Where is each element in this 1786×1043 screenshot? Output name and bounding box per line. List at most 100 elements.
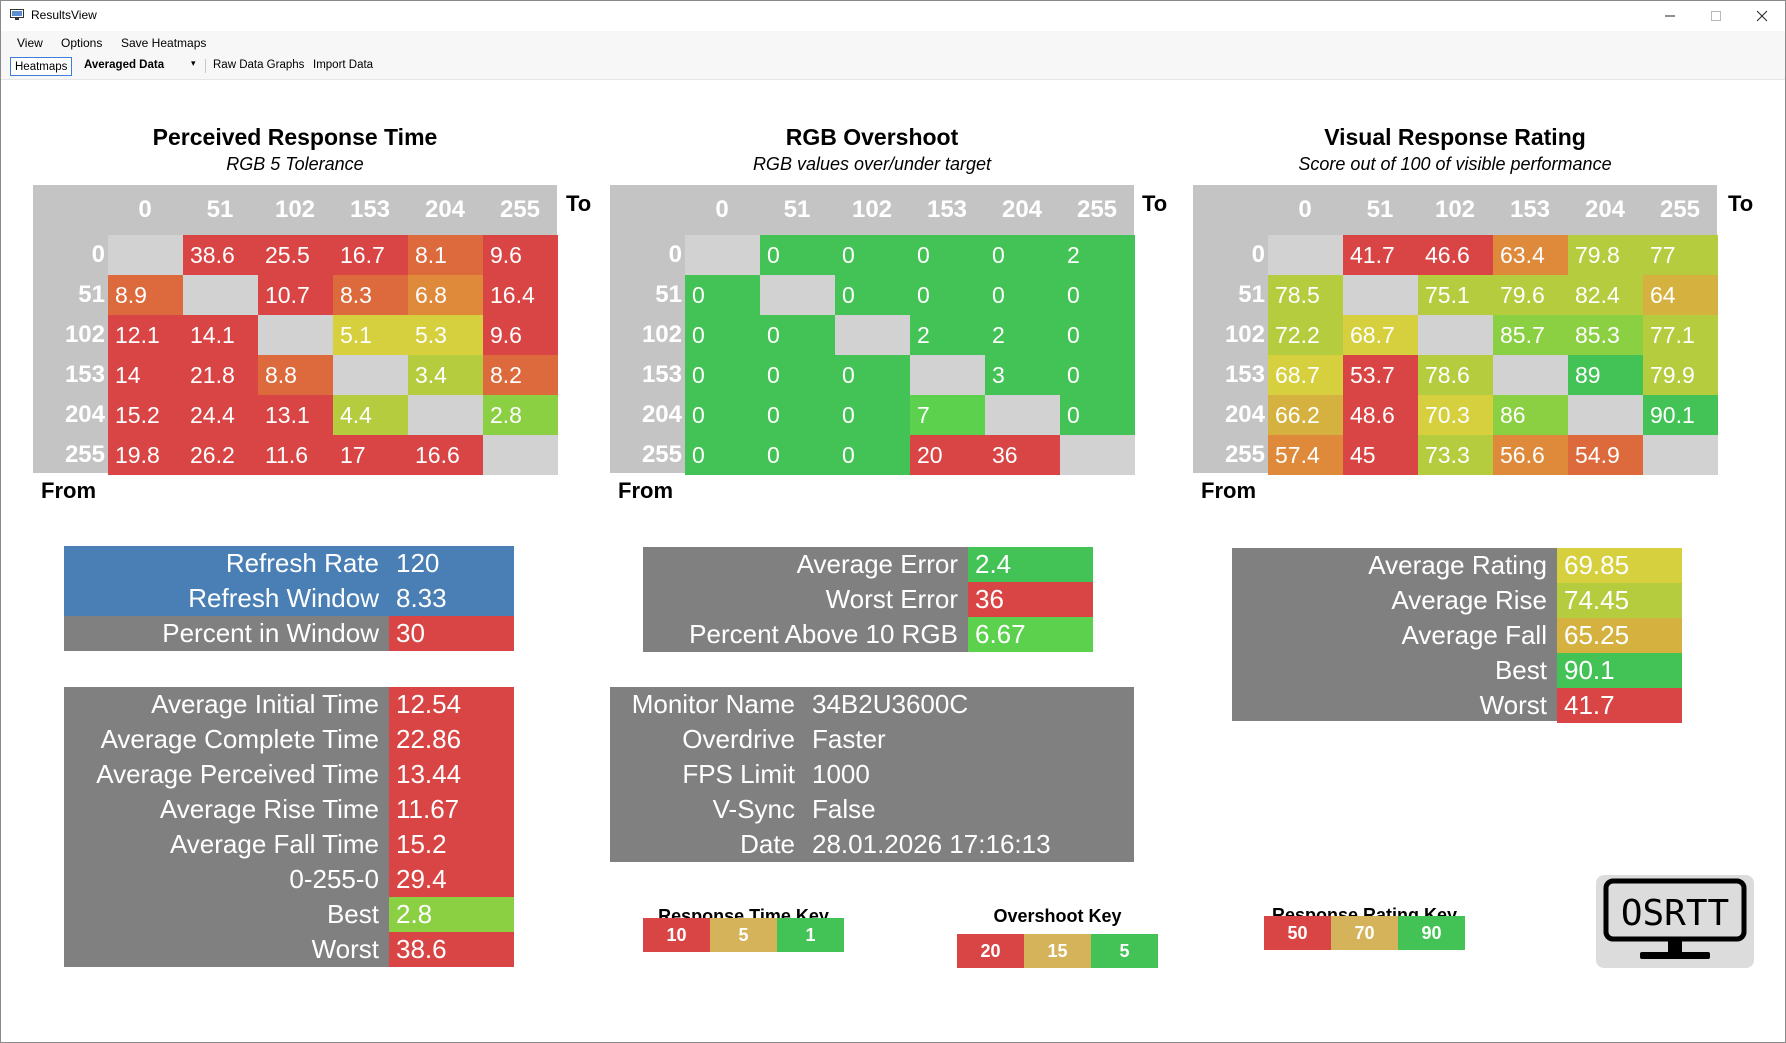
heatmap-cell bbox=[483, 435, 558, 475]
heatmap-subtitle: RGB 5 Tolerance bbox=[226, 154, 364, 174]
stat-row: Percent in Window 30 bbox=[64, 616, 514, 651]
heatmap-cell bbox=[835, 315, 910, 355]
stat-row: Monitor Name 34B2U3600C bbox=[610, 687, 1134, 722]
stat-value: 6.67 bbox=[968, 617, 1093, 652]
heatmap-cell: 78.6 bbox=[1418, 355, 1493, 395]
stat-value: 13.44 bbox=[389, 757, 514, 792]
stat-row: Average Rise 74.45 bbox=[1232, 583, 1682, 618]
heatmap-cell: 45 bbox=[1343, 435, 1418, 475]
row-header: 204 bbox=[641, 401, 682, 428]
heatmap-cell: 3.4 bbox=[408, 355, 483, 395]
heatmap-cell: 6.8 bbox=[408, 275, 483, 315]
heatmap-cell: 8.2 bbox=[483, 355, 558, 395]
close-button[interactable] bbox=[1739, 1, 1785, 31]
heatmap-cell: 0 bbox=[835, 355, 910, 395]
from-axis-label: From bbox=[618, 478, 673, 503]
stat-value: 120 bbox=[389, 546, 514, 581]
row-header: 153 bbox=[1224, 361, 1265, 388]
stat-value: 41.7 bbox=[1557, 688, 1682, 723]
data-mode-dropdown[interactable]: Averaged Data bbox=[84, 59, 165, 71]
heatmap-cell: 41.7 bbox=[1343, 235, 1418, 275]
raw-data-graphs-button[interactable]: Raw Data Graphs bbox=[213, 59, 305, 71]
key-swatch: 5 bbox=[710, 918, 777, 952]
heatmap-cell: 25.5 bbox=[258, 235, 333, 275]
stat-label: FPS Limit bbox=[682, 759, 795, 789]
row-header: 0 bbox=[1251, 241, 1265, 268]
heatmap-cell: 16.7 bbox=[333, 235, 408, 275]
heatmap-cell: 85.3 bbox=[1568, 315, 1643, 355]
heatmap-cell: 0 bbox=[985, 235, 1060, 275]
stat-label: Monitor Name bbox=[631, 689, 795, 719]
heatmap-cell: 10.7 bbox=[258, 275, 333, 315]
heatmap-cell bbox=[760, 275, 835, 315]
menu-view[interactable]: View bbox=[17, 36, 43, 50]
heatmap-cell: 82.4 bbox=[1568, 275, 1643, 315]
minimize-button[interactable] bbox=[1647, 1, 1693, 31]
stat-row: FPS Limit 1000 bbox=[610, 757, 1134, 792]
heatmap-cell: 77 bbox=[1643, 235, 1718, 275]
column-header: 51 bbox=[783, 196, 811, 223]
stat-row: Refresh Rate 120 bbox=[64, 546, 514, 581]
stat-value: 2.8 bbox=[389, 897, 514, 932]
stat-value: 15.2 bbox=[389, 827, 514, 862]
stat-row: 0-255-0 29.4 bbox=[64, 862, 514, 897]
heatmap-cell: 4.4 bbox=[333, 395, 408, 435]
heatmap-cell: 13.1 bbox=[258, 395, 333, 435]
heatmap-cell: 11.6 bbox=[258, 435, 333, 475]
column-header: 102 bbox=[851, 196, 893, 223]
heatmap-cell bbox=[1343, 275, 1418, 315]
stat-label: Average Perceived Time bbox=[96, 759, 379, 789]
heatmap-cell bbox=[1568, 395, 1643, 435]
stat-label: 0-255-0 bbox=[289, 864, 379, 894]
dropdown-arrow-icon[interactable]: ▾ bbox=[191, 58, 196, 68]
stat-label: Worst bbox=[1479, 690, 1547, 720]
column-header: 255 bbox=[1659, 196, 1701, 223]
heatmap-cell bbox=[333, 355, 408, 395]
row-header: 153 bbox=[641, 361, 682, 388]
stat-row: Average Initial Time 12.54 bbox=[64, 687, 514, 722]
heatmap-cell: 90.1 bbox=[1643, 395, 1718, 435]
heatmap-cell: 9.6 bbox=[483, 235, 558, 275]
stat-row: Average Perceived Time 13.44 bbox=[64, 757, 514, 792]
column-header: 204 bbox=[1584, 196, 1626, 223]
heatmap-cell bbox=[183, 275, 258, 315]
heatmap-cell bbox=[1060, 435, 1135, 475]
stat-label: Average Error bbox=[796, 549, 958, 579]
key-swatch: 70 bbox=[1331, 916, 1398, 950]
row-header: 51 bbox=[78, 281, 105, 308]
stat-value: 38.6 bbox=[389, 932, 514, 967]
import-data-button[interactable]: Import Data bbox=[313, 59, 374, 71]
menu-options[interactable]: Options bbox=[61, 36, 103, 50]
column-header: 153 bbox=[1509, 196, 1551, 223]
maximize-button[interactable] bbox=[1693, 1, 1739, 31]
stat-label: Refresh Rate bbox=[225, 548, 379, 578]
column-header: 51 bbox=[1366, 196, 1394, 223]
stat-value: False bbox=[812, 794, 876, 824]
tool-bar: Heatmaps Averaged Data ▾ Raw Data Graphs… bbox=[1, 53, 1785, 80]
column-header: 51 bbox=[206, 196, 234, 223]
stat-label: Worst bbox=[311, 934, 379, 964]
stat-value: 12.54 bbox=[389, 687, 514, 722]
heatmap-cell: 20 bbox=[910, 435, 985, 475]
heatmap-cell: 0 bbox=[760, 355, 835, 395]
rating-summary-panel: Average Rating 69.85 Average Rise 74.45 Aver… bbox=[1232, 548, 1682, 723]
stat-value: 69.85 bbox=[1557, 548, 1682, 583]
heatmap-cell bbox=[1418, 315, 1493, 355]
stat-label: Average Fall Time bbox=[169, 829, 379, 859]
heatmaps-button[interactable]: Heatmaps bbox=[10, 57, 73, 76]
heatmap-cell: 16.6 bbox=[408, 435, 483, 475]
stat-value: 30 bbox=[389, 616, 514, 651]
heatmap-cell: 85.7 bbox=[1493, 315, 1568, 355]
heatmap-cell: 89 bbox=[1568, 355, 1643, 395]
to-axis-label: To bbox=[566, 191, 592, 216]
heatmap-cell: 36 bbox=[985, 435, 1060, 475]
menu-save-heatmaps[interactable]: Save Heatmaps bbox=[121, 36, 207, 50]
heatmap-cell: 56.6 bbox=[1493, 435, 1568, 475]
rgb-overshoot-heatmap: 0 51 102 153 204 255 0 0 0 0 0 2 51 0 0 0 0 0 102 0 0 2 2 0 153 0… bbox=[610, 185, 1135, 475]
key-swatch: 90 bbox=[1398, 916, 1465, 950]
rgb-overshoot-heading: RGB Overshoot RGB values over/under targ… bbox=[610, 123, 1134, 177]
heatmap-cell bbox=[258, 315, 333, 355]
heatmap-cell: 8.9 bbox=[108, 275, 183, 315]
heatmap-cell: 0 bbox=[760, 435, 835, 475]
row-header: 0 bbox=[668, 241, 682, 268]
